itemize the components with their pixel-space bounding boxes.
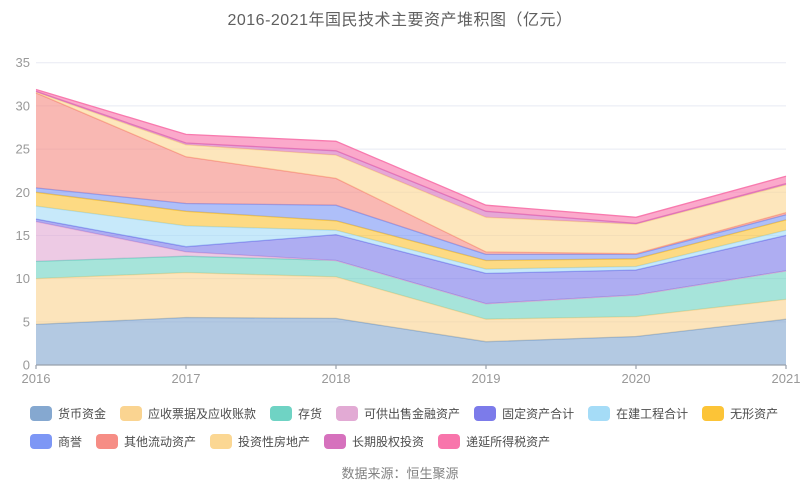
x-tick-label: 2020 [622, 371, 651, 386]
legend-item-货币资金[interactable]: 货币资金 [30, 405, 106, 422]
legend-swatch-icon [324, 434, 347, 449]
data-source: 数据来源：恒生聚源 [341, 466, 459, 481]
legend-swatch-icon [438, 434, 461, 449]
legend-label: 可供出售金融资产 [364, 407, 461, 421]
legend-label: 货币资金 [58, 407, 107, 421]
y-tick-label: 20 [16, 185, 30, 200]
chart-legend: 货币资金 应收票据及应收账款 存货 可供出售金融资产 固定资产合计 在建工程合计 无形资产商… [30, 405, 786, 450]
legend-swatch-icon [30, 434, 52, 449]
legend-label: 其他流动资产 [124, 435, 197, 449]
x-axis [35, 364, 787, 369]
x-tick-label: 2019 [472, 371, 501, 386]
legend-label: 固定资产合计 [502, 407, 575, 421]
legend-item-其他流动资产[interactable]: 其他流动资产 [96, 433, 196, 450]
legend-row: 货币资金 应收票据及应收账款 存货 可供出售金融资产 固定资产合计 在建工程合计 无形资产 [30, 405, 786, 422]
y-tick-label: 0 [23, 358, 30, 373]
legend-swatch-icon [210, 434, 233, 449]
legend-item-应收票据及应收账款[interactable]: 应收票据及应收账款 [120, 405, 256, 422]
area-商誉 [36, 187, 786, 261]
y-tick-label: 10 [16, 271, 30, 286]
x-tick-label: 2017 [172, 371, 201, 386]
legend-swatch-icon [96, 434, 119, 449]
legend-swatch-icon [120, 406, 143, 421]
y-tick-label: 35 [16, 55, 30, 70]
y-tick-label: 15 [16, 228, 30, 243]
y-tick-label: 25 [16, 142, 30, 157]
legend-item-可供出售金融资产[interactable]: 可供出售金融资产 [336, 405, 460, 422]
x-tick-label: 2018 [322, 371, 351, 386]
legend-label: 递延所得税资产 [466, 435, 551, 449]
legend-label: 存货 [298, 407, 323, 421]
x-tick-label: 2016 [22, 371, 51, 386]
legend-label: 投资性房地产 [238, 435, 311, 449]
area-存货 [36, 256, 786, 320]
legend-item-商誉[interactable]: 商誉 [30, 433, 82, 450]
legend-label: 应收票据及应收账款 [148, 407, 257, 421]
legend-swatch-icon [474, 406, 497, 421]
legend-label: 在建工程合计 [616, 407, 689, 421]
area-应收票据及应收账款 [36, 272, 786, 342]
y-tick-label: 5 [23, 314, 30, 329]
legend-label: 无形资产 [730, 407, 779, 421]
x-tick-label: 2021 [772, 371, 800, 386]
stacked-area-chart: 0 5 10 15 20 25 30 35 2016 2017 2018 2019 2020 2021 [16, 55, 800, 386]
legend-item-无形资产[interactable]: 无形资产 [702, 405, 778, 422]
legend-swatch-icon [702, 406, 725, 421]
y-tick-label: 30 [16, 98, 30, 113]
legend-swatch-icon [336, 406, 359, 421]
legend-item-投资性房地产[interactable]: 投资性房地产 [210, 433, 310, 450]
x-axis-labels: 2016 2017 2018 2019 2020 2021 [22, 371, 800, 386]
legend-item-长期股权投资[interactable]: 长期股权投资 [324, 433, 424, 450]
line-递延所得税资产 [35, 88, 787, 218]
legend-item-递延所得税资产[interactable]: 递延所得税资产 [438, 433, 550, 450]
legend-item-在建工程合计[interactable]: 在建工程合计 [588, 405, 688, 422]
legend-row: 商誉 其他流动资产 投资性房地产 长期股权投资 递延所得税资产 [30, 433, 786, 450]
legend-swatch-icon [588, 406, 611, 421]
legend-item-存货[interactable]: 存货 [270, 405, 322, 422]
legend-swatch-icon [30, 406, 52, 421]
y-axis-labels: 0 5 10 15 20 25 30 35 [16, 55, 30, 372]
legend-label: 长期股权投资 [352, 435, 425, 449]
legend-item-固定资产合计[interactable]: 固定资产合计 [474, 405, 574, 422]
area-series-group [35, 88, 787, 365]
chart-title: 2016-2021年国民技术主要资产堆积图（亿元） [227, 12, 573, 29]
area-货币资金 [36, 317, 786, 365]
area-固定资产合计 [36, 219, 786, 304]
area-在建工程合计 [36, 206, 786, 274]
area-其他流动资产 [36, 92, 786, 255]
legend-label: 商誉 [58, 435, 83, 449]
legend-swatch-icon [270, 406, 293, 421]
